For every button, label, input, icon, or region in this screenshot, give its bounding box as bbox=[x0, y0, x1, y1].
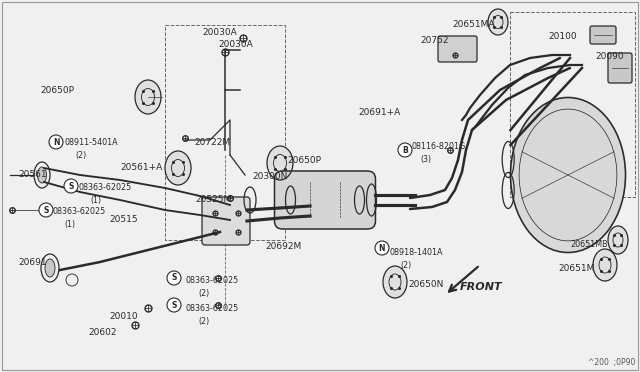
Ellipse shape bbox=[135, 80, 161, 114]
Circle shape bbox=[167, 298, 181, 312]
Ellipse shape bbox=[511, 97, 625, 253]
Text: 20752: 20752 bbox=[420, 36, 449, 45]
Text: 08363-62025: 08363-62025 bbox=[52, 207, 105, 216]
Text: 20090: 20090 bbox=[595, 52, 623, 61]
Text: B: B bbox=[402, 145, 408, 154]
Text: 20651MA: 20651MA bbox=[452, 20, 495, 29]
Text: 20602: 20602 bbox=[88, 328, 116, 337]
Text: ^200  ;0P90: ^200 ;0P90 bbox=[588, 358, 635, 367]
Text: S: S bbox=[172, 273, 177, 282]
Text: N: N bbox=[52, 138, 60, 147]
FancyBboxPatch shape bbox=[590, 26, 616, 44]
Ellipse shape bbox=[593, 249, 617, 281]
Text: 08363-62025: 08363-62025 bbox=[186, 276, 239, 285]
Text: N: N bbox=[379, 244, 385, 253]
Circle shape bbox=[64, 179, 78, 193]
FancyBboxPatch shape bbox=[202, 197, 250, 245]
Ellipse shape bbox=[165, 151, 191, 185]
Text: 20722M: 20722M bbox=[194, 138, 230, 147]
Text: S: S bbox=[172, 301, 177, 310]
Text: 08363-62025: 08363-62025 bbox=[78, 183, 131, 192]
FancyBboxPatch shape bbox=[608, 53, 632, 83]
Text: 20651M: 20651M bbox=[558, 264, 595, 273]
Text: S: S bbox=[68, 182, 74, 190]
Text: 20561+A: 20561+A bbox=[120, 163, 163, 172]
Text: 20030A: 20030A bbox=[202, 28, 237, 37]
Text: (3): (3) bbox=[420, 155, 431, 164]
FancyBboxPatch shape bbox=[438, 36, 477, 62]
Text: 20691: 20691 bbox=[18, 258, 47, 267]
Text: 20651MB: 20651MB bbox=[570, 240, 607, 249]
Text: (1): (1) bbox=[64, 220, 75, 229]
Text: 20100: 20100 bbox=[548, 32, 577, 41]
Text: 20525M: 20525M bbox=[195, 195, 231, 204]
Text: 20650P: 20650P bbox=[40, 86, 74, 95]
Text: (2): (2) bbox=[400, 261, 412, 270]
Text: 08918-1401A: 08918-1401A bbox=[390, 248, 444, 257]
Ellipse shape bbox=[45, 259, 55, 277]
Text: (2): (2) bbox=[75, 151, 86, 160]
Ellipse shape bbox=[38, 167, 47, 183]
Text: (2): (2) bbox=[198, 289, 209, 298]
Text: 20300N: 20300N bbox=[252, 172, 287, 181]
Text: 20691+A: 20691+A bbox=[358, 108, 400, 117]
Text: 20650P: 20650P bbox=[287, 156, 321, 165]
Ellipse shape bbox=[488, 9, 508, 35]
Text: (2): (2) bbox=[198, 317, 209, 326]
FancyBboxPatch shape bbox=[275, 171, 376, 229]
Circle shape bbox=[398, 143, 412, 157]
Text: FRONT: FRONT bbox=[460, 282, 502, 292]
Text: 08116-8201G: 08116-8201G bbox=[412, 142, 467, 151]
Circle shape bbox=[167, 271, 181, 285]
Circle shape bbox=[39, 203, 53, 217]
Text: 20561: 20561 bbox=[18, 170, 47, 179]
Ellipse shape bbox=[267, 146, 293, 180]
Ellipse shape bbox=[608, 226, 628, 254]
Text: S: S bbox=[44, 205, 49, 215]
Text: 08363-62025: 08363-62025 bbox=[186, 304, 239, 313]
Text: 08911-5401A: 08911-5401A bbox=[64, 138, 118, 147]
Circle shape bbox=[49, 135, 63, 149]
Text: 20030A: 20030A bbox=[218, 40, 253, 49]
Text: 20515: 20515 bbox=[109, 215, 138, 224]
Text: 20010: 20010 bbox=[109, 312, 138, 321]
Text: (1): (1) bbox=[90, 196, 101, 205]
Circle shape bbox=[375, 241, 389, 255]
Text: 20650N: 20650N bbox=[408, 280, 444, 289]
Ellipse shape bbox=[383, 266, 407, 298]
Text: 20692M: 20692M bbox=[265, 242, 301, 251]
